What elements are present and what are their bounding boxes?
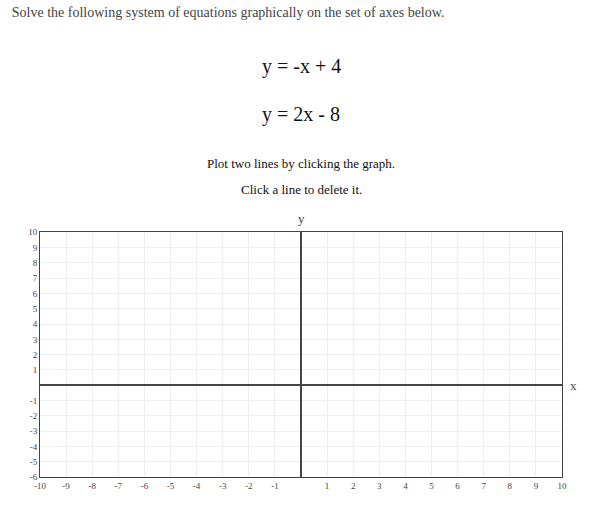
svg-text:5: 5 [429,481,434,491]
svg-text:-7: -7 [115,481,123,491]
svg-text:3: 3 [33,335,38,345]
svg-text:7: 7 [33,273,38,283]
svg-text:2: 2 [351,481,356,491]
svg-text:-3: -3 [30,426,38,436]
svg-text:y = 2x - 8: y = 2x - 8 [262,103,340,126]
svg-text:6: 6 [33,289,38,299]
svg-text:6: 6 [455,481,460,491]
svg-text:8: 8 [508,481,513,491]
svg-text:-3: -3 [219,481,227,491]
svg-text:4: 4 [33,319,38,329]
svg-text:-2: -2 [245,481,253,491]
svg-text:9: 9 [534,481,539,491]
svg-text:Click a line to delete it.: Click a line to delete it. [241,182,362,197]
svg-text:-1: -1 [271,481,279,491]
svg-text:-8: -8 [88,481,96,491]
svg-text:1: 1 [33,365,38,375]
svg-text:9: 9 [33,243,38,253]
svg-text:3: 3 [377,481,382,491]
svg-text:-5: -5 [167,481,175,491]
svg-text:-1: -1 [30,396,38,406]
svg-text:8: 8 [33,258,38,268]
svg-text:Solve the following system of: Solve the following system of equations … [12,5,445,20]
svg-text:10: 10 [28,227,38,237]
svg-text:y = -x + 4: y = -x + 4 [262,55,341,78]
svg-text:-6: -6 [141,481,149,491]
svg-text:7: 7 [481,481,486,491]
svg-text:-9: -9 [62,481,70,491]
svg-text:1: 1 [325,481,330,491]
svg-text:-4: -4 [30,442,38,452]
svg-text:y: y [298,211,305,226]
svg-text:4: 4 [403,481,408,491]
svg-text:2: 2 [33,350,38,360]
svg-text:x: x [570,378,577,393]
svg-text:-2: -2 [30,411,38,421]
svg-text:Plot two lines by clicking the: Plot two lines by clicking the graph. [207,156,395,171]
svg-text:5: 5 [33,304,38,314]
svg-text:-4: -4 [193,481,201,491]
svg-text:-5: -5 [30,457,38,467]
svg-text:-10: -10 [34,481,46,491]
svg-text:-6: -6 [30,472,38,482]
svg-text:10: 10 [558,481,568,491]
